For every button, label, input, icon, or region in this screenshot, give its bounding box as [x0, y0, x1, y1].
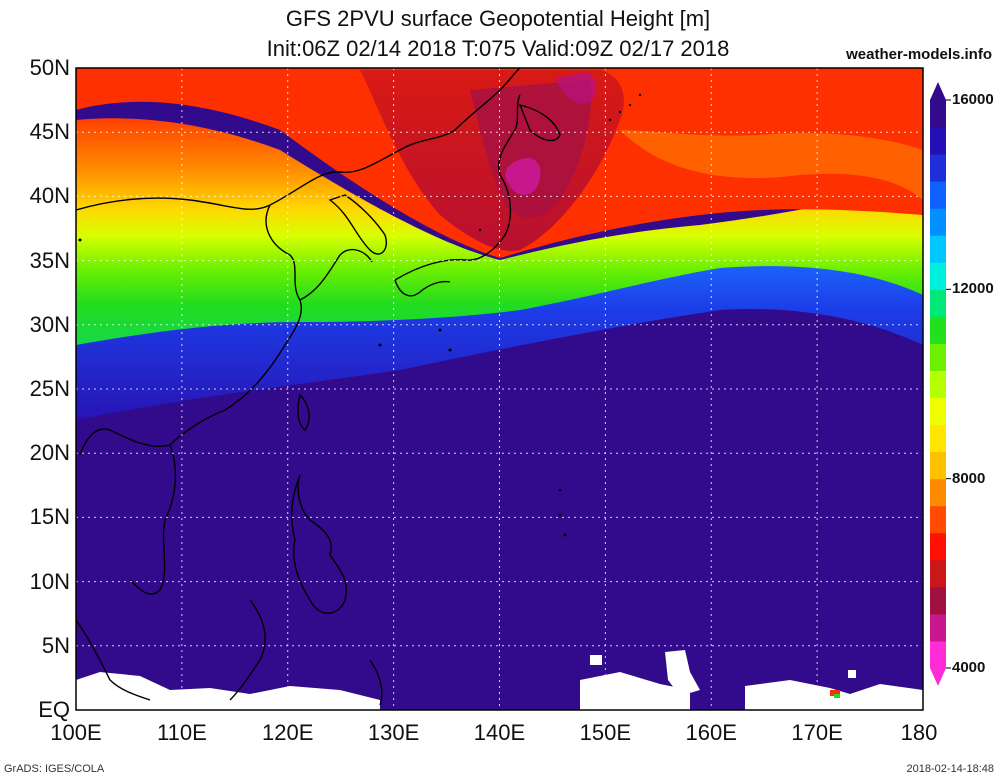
- islands: [78, 93, 642, 537]
- colorbar-label: 4000: [952, 659, 986, 676]
- colorbar-swatch: [930, 370, 946, 399]
- lat-label: 20N: [29, 440, 70, 466]
- colorbar-swatch: [930, 316, 946, 344]
- colorbar-swatch: [930, 613, 946, 642]
- colorbar-bottom-arrow: [930, 668, 946, 686]
- lat-label: 15N: [29, 504, 70, 530]
- colorbar-label: 12000: [952, 280, 994, 298]
- colorbar-swatch: [930, 262, 946, 290]
- red-speck: [830, 690, 840, 696]
- lon-label: 170E: [791, 720, 843, 745]
- colorbar-swatch: [930, 640, 946, 669]
- footer-credit: GrADS: IGES/COLA: [4, 763, 105, 775]
- colorbar-swatch: [930, 397, 946, 426]
- lon-label: 120E: [262, 720, 314, 745]
- lat-label: 5N: [41, 632, 70, 658]
- orange-east: [620, 130, 923, 200]
- lat-label: 10N: [29, 568, 70, 594]
- lat-label: 35N: [29, 247, 70, 273]
- colorbar-label: 8000: [952, 469, 986, 487]
- colorbar-top-arrow: [930, 82, 946, 100]
- north-magenta: [555, 72, 597, 104]
- colorbar-swatch: [930, 235, 946, 263]
- site-credit: weather-models.info: [846, 46, 992, 63]
- colorbar-swatch: [930, 154, 946, 182]
- colorbar: [930, 82, 951, 686]
- colorbar-swatch: [930, 343, 946, 371]
- map-title: GFS 2PVU surface Geopotential Height [m]: [285, 6, 711, 31]
- footer-timestamp: 2018-02-14-18:48: [906, 763, 994, 775]
- colorbar-swatch: [930, 451, 946, 480]
- colorbar-swatch: [930, 586, 946, 615]
- coastlines: [76, 68, 561, 706]
- deep-red-core: [470, 80, 592, 218]
- colorbar-swatch: [930, 127, 946, 155]
- colorbar-swatch: [930, 424, 946, 453]
- magenta-spot: [505, 158, 541, 195]
- colorbar-label: 16000: [952, 91, 994, 108]
- lon-label: 110E: [157, 720, 207, 745]
- field-layer: [76, 68, 923, 710]
- colorbar-swatch: [930, 181, 946, 209]
- lat-label: 45N: [29, 119, 70, 145]
- lon-label: 160E: [685, 720, 737, 745]
- lon-label: 100E: [50, 720, 102, 745]
- colorbar-swatch: [930, 559, 946, 588]
- lat-label: 50N: [29, 55, 70, 80]
- lat-label: 40N: [29, 183, 70, 209]
- colorbar-swatch: [930, 478, 946, 507]
- lat-label: 25N: [29, 376, 70, 401]
- colorbar-swatch: [930, 289, 946, 317]
- lon-label: 180: [900, 720, 938, 745]
- lon-label: 130E: [367, 720, 420, 745]
- gridlines: [76, 68, 923, 710]
- lon-label: 140E: [473, 720, 526, 745]
- colorbar-swatch: [930, 505, 946, 534]
- colorbar-swatch: [930, 100, 946, 128]
- green-yellow-band: [76, 118, 923, 345]
- colorbar-swatch: [930, 532, 946, 561]
- map-frame: [75, 67, 924, 711]
- colorbar-swatch: [930, 208, 946, 236]
- lat-label: 30N: [29, 311, 70, 337]
- lon-label: 150E: [579, 720, 632, 745]
- green-speck: [834, 694, 840, 698]
- lat-label: EQ: [38, 697, 70, 722]
- map-subtitle: Init:06Z 02/14 2018 T:075 Valid:09Z 02/1…: [266, 36, 730, 61]
